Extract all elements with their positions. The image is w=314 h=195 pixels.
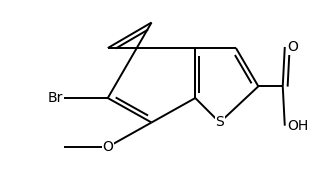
Text: O: O — [102, 140, 113, 154]
Text: S: S — [215, 115, 224, 129]
Text: Br: Br — [47, 91, 63, 105]
Text: O: O — [288, 40, 299, 54]
Text: OH: OH — [288, 119, 309, 133]
